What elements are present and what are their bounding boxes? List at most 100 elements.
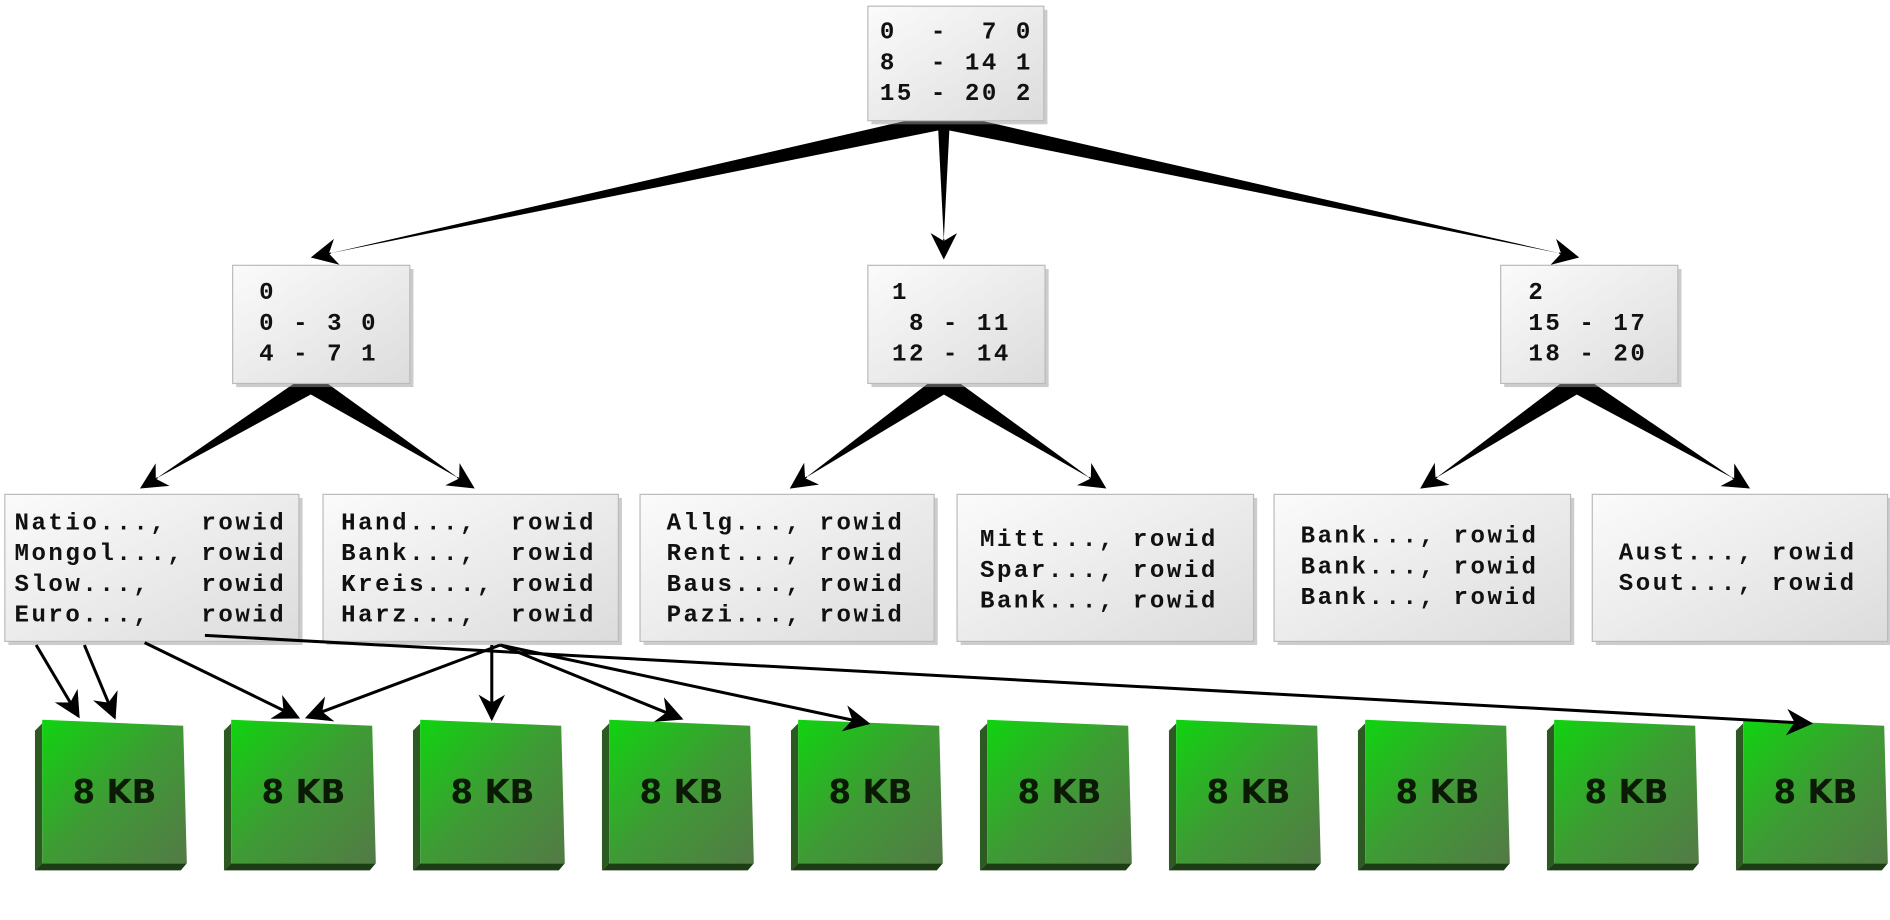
node-text: Bank..., rowid	[1301, 524, 1539, 551]
block-side	[979, 723, 988, 871]
tree-edge-head	[1550, 238, 1580, 265]
block	[609, 719, 754, 864]
node-text: Spar..., rowid	[980, 558, 1218, 585]
block-label: 8 KB	[640, 773, 724, 811]
tree-edge	[942, 112, 1561, 254]
block-side	[1168, 723, 1177, 871]
block-side	[1735, 723, 1744, 871]
leaf-node	[1591, 493, 1889, 643]
tree-edge	[156, 375, 317, 479]
pointer	[82, 644, 118, 720]
node-text: Rent..., rowid	[667, 541, 905, 568]
branch-node	[232, 264, 411, 385]
block	[1365, 719, 1510, 864]
block-label: 8 KB	[1774, 773, 1858, 811]
block-side	[601, 723, 610, 871]
node-text: Hand..., rowid	[341, 510, 596, 537]
node-text: Baus..., rowid	[667, 572, 905, 599]
block-bottom	[601, 863, 754, 871]
block-bottom	[979, 863, 1132, 871]
pointer	[143, 641, 301, 719]
tree-edge-head	[789, 462, 820, 489]
block-bottom	[1735, 863, 1888, 871]
pointer	[34, 644, 80, 719]
block-side	[34, 723, 43, 871]
node-text: Bank..., rowid	[980, 589, 1218, 616]
block	[231, 719, 376, 864]
block	[1176, 719, 1321, 864]
block-label: 8 KB	[1396, 773, 1480, 811]
branch-node	[867, 264, 1046, 385]
tree-edge-head	[139, 463, 170, 489]
leaf-node	[322, 493, 619, 643]
block-label: 8 KB	[829, 773, 913, 811]
block-bottom	[790, 863, 943, 871]
block-side	[790, 723, 799, 871]
tree-edge	[305, 375, 459, 479]
node-text: 4 - 7 1	[259, 342, 378, 369]
block-side	[1357, 723, 1366, 871]
block	[1554, 719, 1699, 864]
tree-edge	[329, 112, 946, 254]
node-text: Bank..., rowid	[1301, 585, 1539, 612]
node-text: Slow..., rowid	[14, 572, 286, 599]
block-bottom	[223, 863, 376, 871]
node-text: 1	[892, 280, 909, 307]
node-text: 8 - 14 1	[880, 50, 1033, 77]
tree-edge	[937, 120, 950, 241]
node-text: Euro..., rowid	[14, 603, 286, 630]
node-text: 0 - 3 0	[259, 311, 378, 338]
node-text: 0	[259, 280, 276, 307]
root-node	[867, 5, 1045, 122]
block-bottom	[1357, 863, 1510, 871]
tree-edge	[938, 375, 1090, 478]
leaf-node	[1273, 493, 1572, 643]
branch-node	[1500, 264, 1679, 385]
node-text: Mitt..., rowid	[980, 527, 1218, 554]
node-text: Mongol..., rowid	[14, 541, 286, 568]
block-side	[223, 723, 232, 871]
pointer	[499, 643, 684, 722]
block-bottom	[412, 863, 565, 871]
node-text: 15 - 17	[1528, 311, 1647, 338]
block-label: 8 KB	[1207, 773, 1291, 811]
node-text: 8 - 11	[892, 311, 1011, 338]
node-text: Aust..., rowid	[1619, 540, 1857, 567]
node-text: Harz..., rowid	[341, 603, 596, 630]
block-label: 8 KB	[1018, 773, 1102, 811]
pointer	[499, 643, 871, 732]
node-text: 2	[1528, 280, 1545, 307]
tree-edge-head	[1720, 463, 1751, 489]
pointer	[204, 633, 1814, 736]
tree-edge-head	[1076, 463, 1107, 489]
tree-edge-head	[1420, 462, 1450, 489]
block-bottom	[1546, 863, 1699, 871]
block	[987, 719, 1132, 864]
node-text: Bank..., rowid	[341, 541, 596, 568]
block-side	[412, 723, 421, 871]
node-text: Kreis..., rowid	[341, 572, 596, 599]
node-text: Natio..., rowid	[14, 510, 286, 537]
block-label: 8 KB	[262, 773, 346, 811]
block	[1743, 719, 1888, 864]
block-bottom	[1168, 863, 1321, 871]
tree-edge-head	[445, 463, 475, 489]
leaf-node	[956, 493, 1255, 643]
block	[42, 719, 187, 864]
block	[798, 719, 943, 864]
node-text: Bank..., rowid	[1301, 554, 1539, 581]
block-label: 8 KB	[1585, 773, 1669, 811]
block-bottom	[34, 863, 187, 871]
node-text: 15 - 20 2	[880, 81, 1033, 108]
block-label: 8 KB	[73, 773, 157, 811]
block-side	[1546, 723, 1555, 871]
tree-edge	[805, 375, 950, 478]
node-text: Pazi..., rowid	[667, 603, 905, 630]
leaf-node	[4, 493, 300, 643]
node-text: 12 - 14	[892, 342, 1011, 369]
node-text: Allg..., rowid	[667, 510, 905, 537]
block-label: 8 KB	[451, 773, 535, 811]
node-text: 18 - 20	[1528, 342, 1647, 369]
pointer	[304, 643, 501, 722]
